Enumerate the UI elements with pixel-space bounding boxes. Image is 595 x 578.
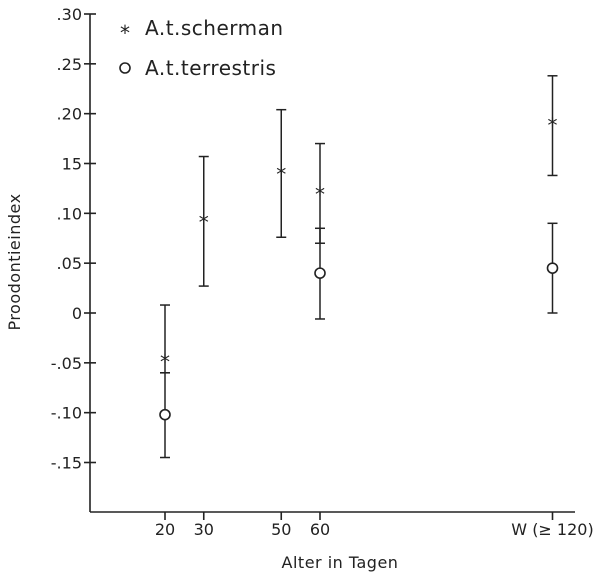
- data-point-star: *: [315, 182, 325, 206]
- data-marks: * * * * *: [159, 75, 559, 459]
- legend-marker-star: *: [120, 21, 130, 45]
- x-tick-label: 60: [310, 520, 330, 539]
- series-terrestris: [159, 222, 559, 459]
- series-scherman: * * * * *: [160, 75, 558, 374]
- x-tick-label: 50: [271, 520, 291, 539]
- data-point-circle: [314, 267, 326, 279]
- y-tick-label: -.15: [51, 454, 82, 473]
- y-tick-label: 15: [62, 155, 82, 174]
- x-tick-label: 20: [155, 520, 175, 539]
- y-tick-label: .30: [57, 5, 82, 24]
- y-axis-ticks: -.15 -.10 -.05 0 .05 .10 15 .20 .25 .30: [51, 5, 96, 473]
- x-tick-label: 30: [194, 520, 214, 539]
- y-tick-label: .05: [57, 254, 82, 273]
- y-tick-label: -.10: [51, 404, 82, 423]
- data-point-star: *: [548, 114, 558, 138]
- data-point-star: *: [199, 210, 209, 234]
- legend-marker-circle: [119, 62, 131, 74]
- y-axis-label: Proodontieindex: [5, 193, 24, 330]
- x-tick-label: W (≥ 120): [511, 520, 593, 539]
- data-point-star: *: [276, 162, 286, 186]
- y-tick-label: .25: [57, 55, 82, 74]
- data-point-star: *: [160, 350, 170, 374]
- legend-label: A.t.terrestris: [145, 56, 276, 80]
- data-point-circle: [546, 262, 559, 274]
- axes: [89, 14, 575, 513]
- x-axis-ticks: 20 30 50 60 W (≥ 120): [155, 512, 594, 539]
- y-tick-label: .10: [57, 204, 82, 223]
- legend-label: A.t.scherman: [145, 16, 284, 40]
- y-tick-label: 0: [72, 304, 82, 323]
- x-axis-label: Alter in Tagen: [282, 553, 399, 572]
- y-tick-label: .20: [57, 105, 82, 124]
- data-point-circle: [159, 408, 171, 421]
- legend: * A.t.scherman A.t.terrestris: [119, 16, 284, 80]
- y-tick-label: -.05: [51, 354, 82, 373]
